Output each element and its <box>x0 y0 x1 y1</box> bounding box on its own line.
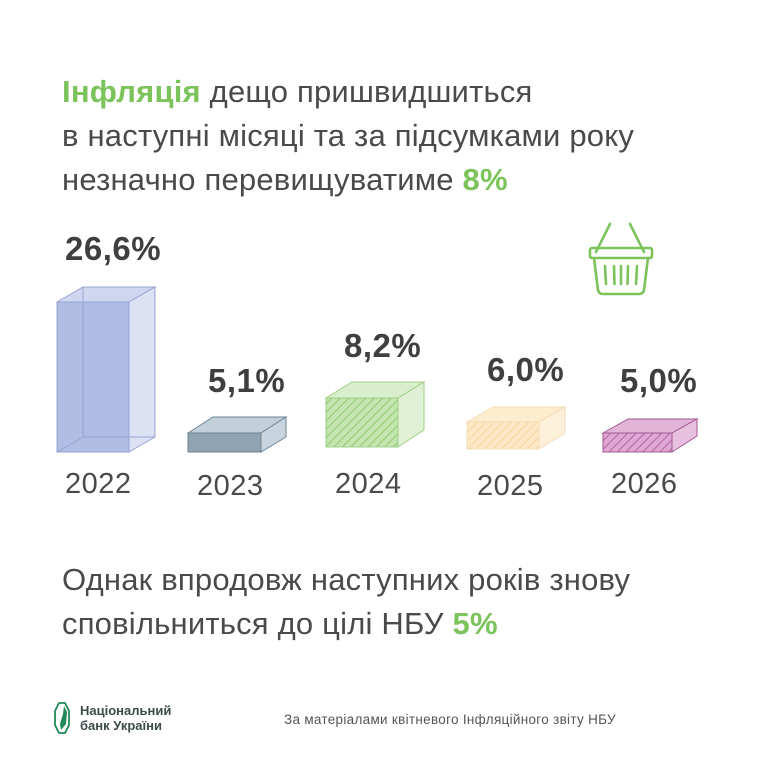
headline: Інфляція дещо пришвидшиться в наступні м… <box>62 70 742 202</box>
logo-line1: Національний <box>80 703 172 718</box>
year-label-2023: 2023 <box>197 470 264 502</box>
year-label-2026: 2026 <box>611 468 678 500</box>
value-label-2024: 8,2% <box>344 327 422 364</box>
bar-2023 <box>186 416 288 453</box>
conclusion-line2: сповільниться до цілі НБУ <box>62 606 453 641</box>
source-note: За матеріалами квітневого Інфляційного з… <box>284 712 616 727</box>
value-label-2023: 5,1% <box>208 362 286 399</box>
nbu-logo: Національний банк України <box>54 702 171 734</box>
headline-accent: Інфляція <box>62 74 201 109</box>
value-label-2025: 6,0% <box>487 351 565 388</box>
shopping-basket-icon <box>588 222 654 296</box>
year-label-2025: 2025 <box>477 470 544 502</box>
headline-line3: незначно перевищуватиме <box>62 162 463 197</box>
bar-2026 <box>601 418 699 453</box>
bar-2024 <box>324 381 426 448</box>
conclusion: Однак впродовж наступних років знову спо… <box>62 558 762 646</box>
bar-2022 <box>55 286 157 453</box>
year-label-2024: 2024 <box>335 468 402 500</box>
year-label-2022: 2022 <box>65 468 132 500</box>
value-label-2022: 26,6% <box>65 230 162 267</box>
conclusion-accent: 5% <box>452 606 498 641</box>
nbu-logo-icon <box>54 702 70 734</box>
inflation-chart: 26,6% 5,1% 8,2% 6,0% 5,0% 2022 2023 2024… <box>0 220 768 520</box>
logo-line2: банк України <box>80 718 162 733</box>
value-label-2026: 5,0% <box>620 362 698 399</box>
bars-graphic <box>55 286 699 453</box>
conclusion-line1: Однак впродовж наступних років знову <box>62 562 631 597</box>
bar-2025 <box>465 406 567 450</box>
headline-line1: дещо пришвидшиться <box>200 74 533 109</box>
headline-accent-value: 8% <box>462 162 508 197</box>
headline-line2: в наступні місяці та за підсумками року <box>62 118 635 153</box>
